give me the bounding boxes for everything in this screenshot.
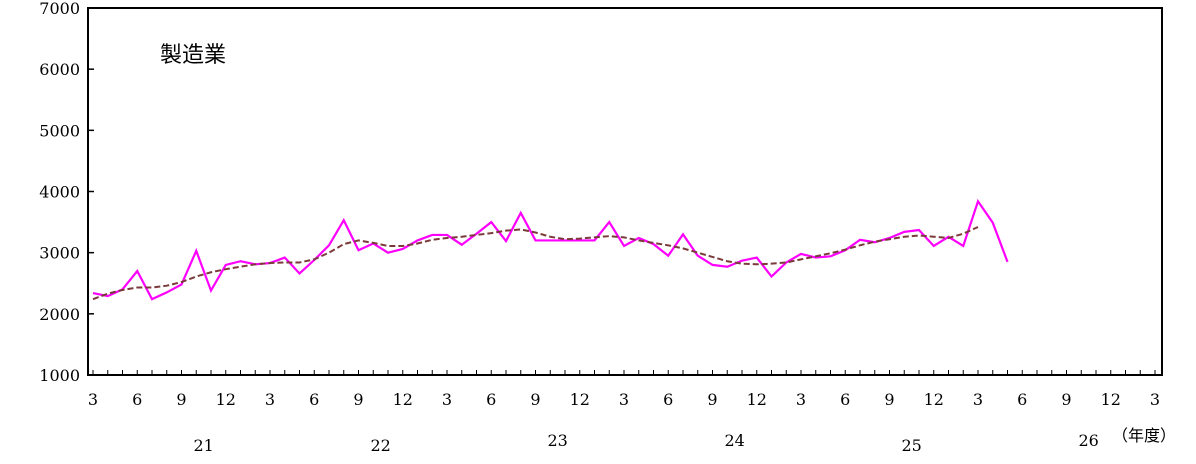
y-tick-label: 7000 bbox=[39, 0, 80, 18]
y-tick-label: 1000 bbox=[39, 366, 80, 385]
y-tick-label: 2000 bbox=[39, 305, 80, 324]
year-label: 21 bbox=[193, 436, 213, 455]
x-tick-label: 6 bbox=[1017, 390, 1027, 409]
year-label: 23 bbox=[547, 431, 567, 450]
x-tick-label: 6 bbox=[132, 390, 142, 409]
x-tick-label: 3 bbox=[796, 390, 806, 409]
plot-area bbox=[87, 7, 1163, 376]
x-tick-label: 3 bbox=[88, 390, 98, 409]
x-tick-label: 12 bbox=[747, 390, 767, 409]
y-tick-label: 3000 bbox=[39, 244, 80, 263]
x-tick-label: 3 bbox=[619, 390, 629, 409]
year-label: 26 bbox=[1078, 431, 1098, 450]
x-tick-label: 9 bbox=[1061, 390, 1071, 409]
year-label: 24 bbox=[724, 431, 744, 450]
year-axis: 21 22 23 24 25 26 bbox=[193, 431, 1098, 455]
trend-series-line bbox=[92, 226, 979, 301]
x-tick-label: 9 bbox=[176, 390, 186, 409]
x-tick-label: 12 bbox=[393, 390, 413, 409]
x-tick-label: 6 bbox=[840, 390, 850, 409]
x-tick-label: 6 bbox=[663, 390, 673, 409]
x-tick-label: 12 bbox=[1101, 390, 1121, 409]
series-layer bbox=[92, 198, 1009, 301]
year-unit-label: （年度） bbox=[1112, 426, 1176, 445]
x-tick-label: 9 bbox=[530, 390, 540, 409]
chart-title: 製造業 bbox=[160, 43, 226, 68]
x-tick-label: 12 bbox=[924, 390, 944, 409]
x-tick-label: 12 bbox=[216, 390, 236, 409]
x-tick-label: 6 bbox=[486, 390, 496, 409]
x-tick-label: 9 bbox=[884, 390, 894, 409]
x-tick-label: 12 bbox=[570, 390, 590, 409]
year-label: 25 bbox=[901, 436, 921, 455]
y-tick-label: 5000 bbox=[39, 121, 80, 140]
x-tick-label: 3 bbox=[973, 390, 983, 409]
monthly-series-line bbox=[92, 198, 1009, 301]
x-tick-label: 3 bbox=[265, 390, 275, 409]
x-tick-label: 9 bbox=[707, 390, 717, 409]
x-tick-label: 9 bbox=[353, 390, 363, 409]
x-tick-label: 3 bbox=[442, 390, 452, 409]
y-tick-label: 4000 bbox=[39, 183, 80, 202]
x-axis: 3 6 9 12 3 6 9 12 3 6 9 12 3 6 9 12 3 6 9 12 3 6 9 12 3 bbox=[88, 370, 1160, 409]
y-axis: 1000 2000 3000 4000 5000 6000 7000 bbox=[39, 0, 94, 385]
x-tick-label: 6 bbox=[309, 390, 319, 409]
year-label: 22 bbox=[370, 436, 390, 455]
y-tick-label: 6000 bbox=[39, 60, 80, 79]
x-tick-label: 3 bbox=[1150, 390, 1160, 409]
